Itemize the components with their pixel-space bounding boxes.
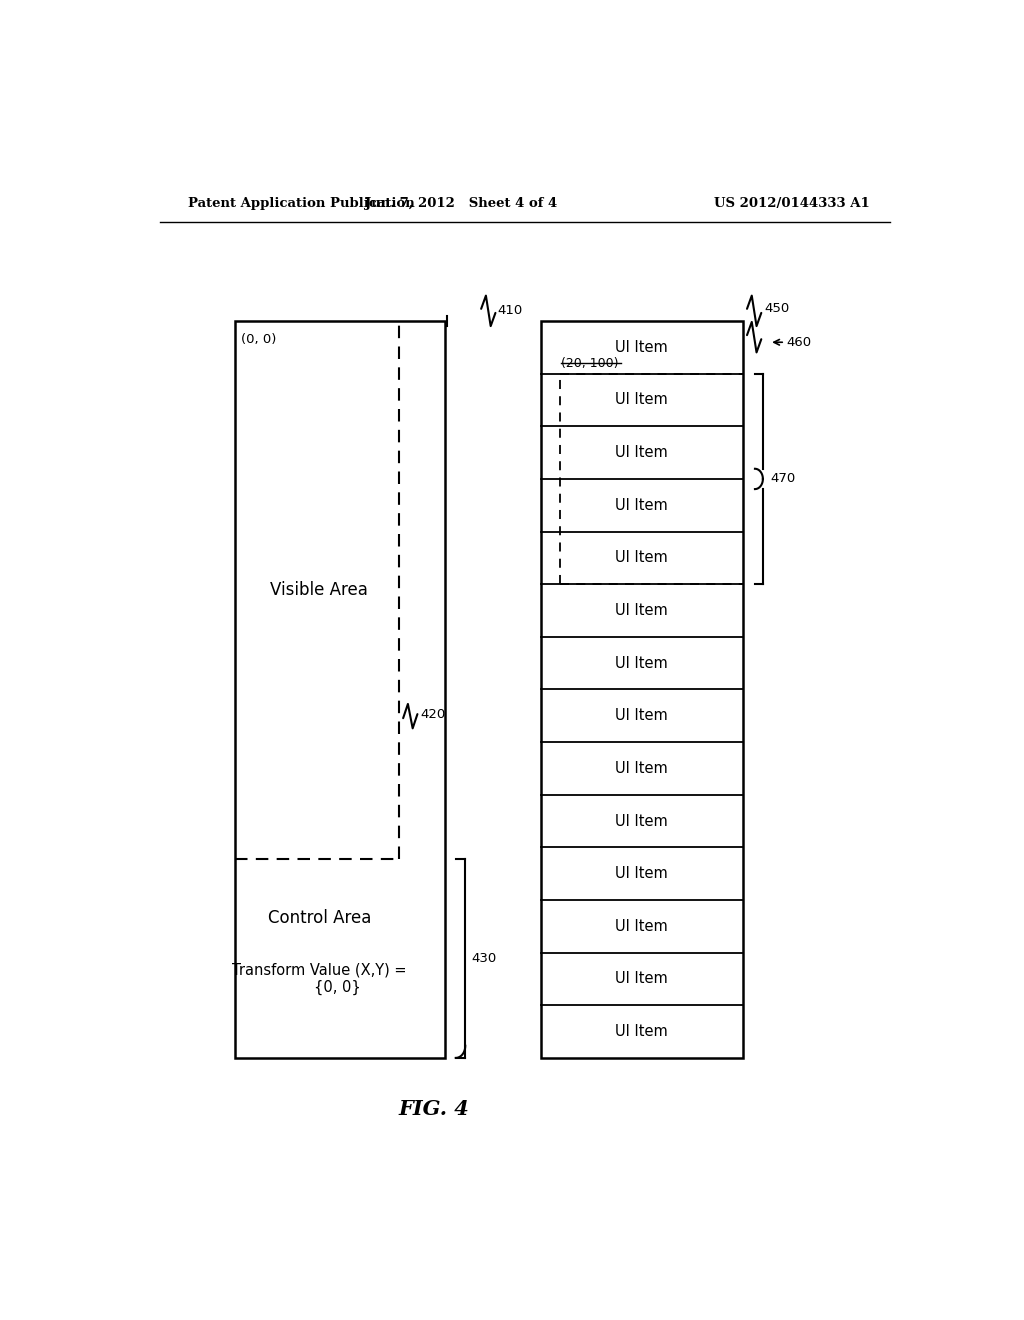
Text: UI Item: UI Item (615, 919, 669, 933)
Text: UI Item: UI Item (615, 813, 669, 829)
Text: UI Item: UI Item (615, 550, 669, 565)
Text: UI Item: UI Item (615, 709, 669, 723)
Text: Transform Value (X,Y) =
        {0, 0}: Transform Value (X,Y) = {0, 0} (232, 962, 407, 995)
Text: Visible Area: Visible Area (270, 581, 369, 599)
Text: 470: 470 (771, 473, 796, 486)
Text: UI Item: UI Item (615, 339, 669, 355)
Bar (236, 321, 445, 1057)
Text: (0, 0): (0, 0) (242, 333, 276, 346)
Text: 420: 420 (421, 708, 445, 721)
Text: Jun. 7, 2012   Sheet 4 of 4: Jun. 7, 2012 Sheet 4 of 4 (366, 197, 557, 210)
Text: UI Item: UI Item (615, 1024, 669, 1039)
Text: 460: 460 (786, 335, 812, 348)
Text: 410: 410 (497, 305, 522, 317)
Text: UI Item: UI Item (615, 445, 669, 461)
Text: UI Item: UI Item (615, 603, 669, 618)
Text: UI Item: UI Item (615, 866, 669, 882)
Text: FIG. 4: FIG. 4 (398, 1098, 469, 1119)
Text: UI Item: UI Item (615, 392, 669, 408)
Text: UI Item: UI Item (615, 972, 669, 986)
Text: (20, 100): (20, 100) (561, 356, 618, 370)
Text: 430: 430 (472, 952, 497, 965)
Bar (541, 321, 743, 1057)
Text: 450: 450 (765, 302, 790, 315)
Text: UI Item: UI Item (615, 656, 669, 671)
Text: Control Area: Control Area (267, 908, 371, 927)
Text: Patent Application Publication: Patent Application Publication (187, 197, 415, 210)
Text: US 2012/0144333 A1: US 2012/0144333 A1 (715, 197, 870, 210)
Text: UI Item: UI Item (615, 498, 669, 512)
Text: UI Item: UI Item (615, 760, 669, 776)
